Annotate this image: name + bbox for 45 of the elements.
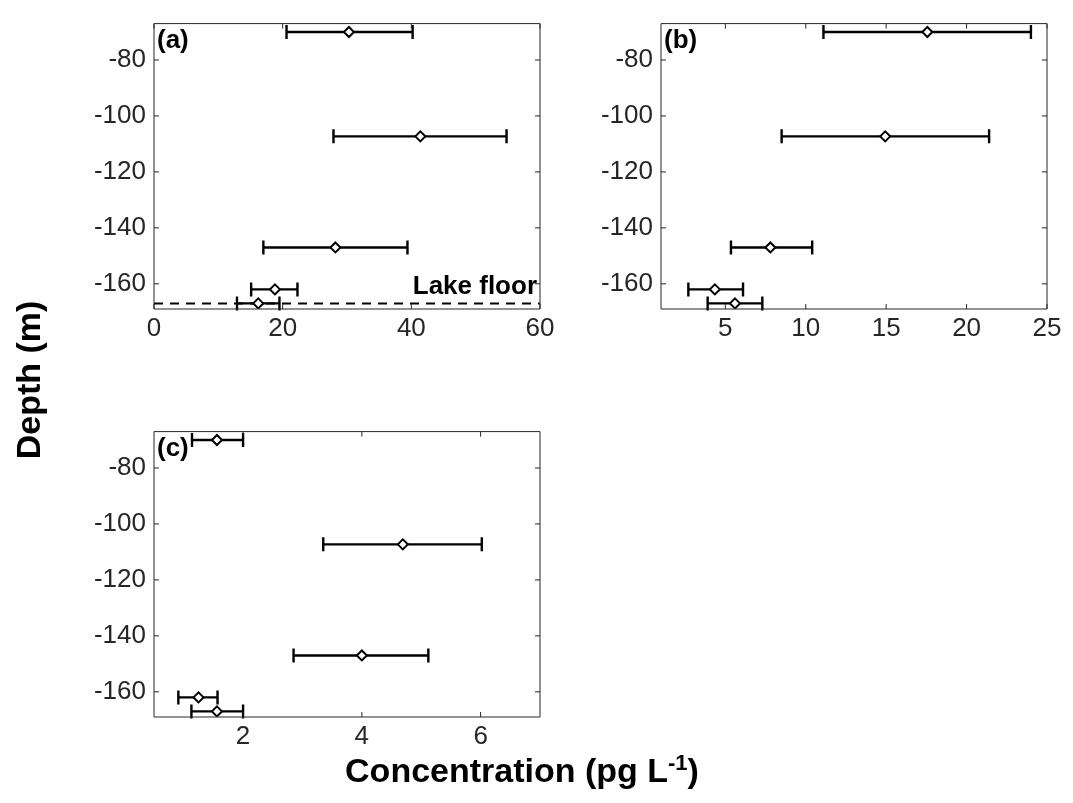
y-tick-label: -140 [93,619,146,650]
y-tick-label: -160 [93,674,146,705]
x-tick-label: 4 [354,719,370,750]
y-tick-label: -100 [93,99,146,130]
annotation: (a) [157,23,189,54]
x-tick-label: 20 [952,311,982,342]
y-tick-label: -120 [93,155,146,186]
annotation: (c) [157,431,189,462]
y-tick-label: -140 [600,211,653,242]
point [708,283,721,296]
point [329,241,342,254]
x-tick-label: 40 [396,311,426,342]
y-tick-label: -80 [108,43,146,74]
y-tick-label: -160 [600,266,653,297]
x-tick-label: 0 [146,311,162,342]
point [879,130,892,143]
y-tick-label: -160 [93,266,146,297]
y-axis-title: Depth (m) [8,300,48,460]
x-tick-label: 60 [525,311,555,342]
y-tick-label: -140 [93,211,146,242]
point [342,25,355,38]
point [764,241,777,254]
y-tick-label: -80 [615,43,653,74]
y-tick-label: -100 [600,99,653,130]
y-tick-label: -120 [93,563,146,594]
x-tick-label: 15 [871,311,901,342]
x-tick-label: 25 [1032,311,1062,342]
ref-line-label: Lake floor [412,269,537,300]
point [268,283,281,296]
x-tick-label: 6 [473,719,488,750]
y-tick-label: -120 [600,155,653,186]
point [355,649,368,662]
x-tick-label: 20 [268,311,298,342]
y-tick-label: -80 [108,451,146,482]
y-tick-label: -100 [93,507,146,538]
point [210,433,223,446]
x-tick-label: 2 [235,719,251,750]
point [921,25,934,38]
x-tick-label: 5 [718,311,733,342]
point [192,691,205,704]
point [396,538,409,551]
x-axis-title: Concentration (pg L$^{-1}$) [345,749,699,791]
x-tick-label: 10 [791,311,821,342]
point [414,130,427,143]
annotation: (b) [664,23,698,54]
